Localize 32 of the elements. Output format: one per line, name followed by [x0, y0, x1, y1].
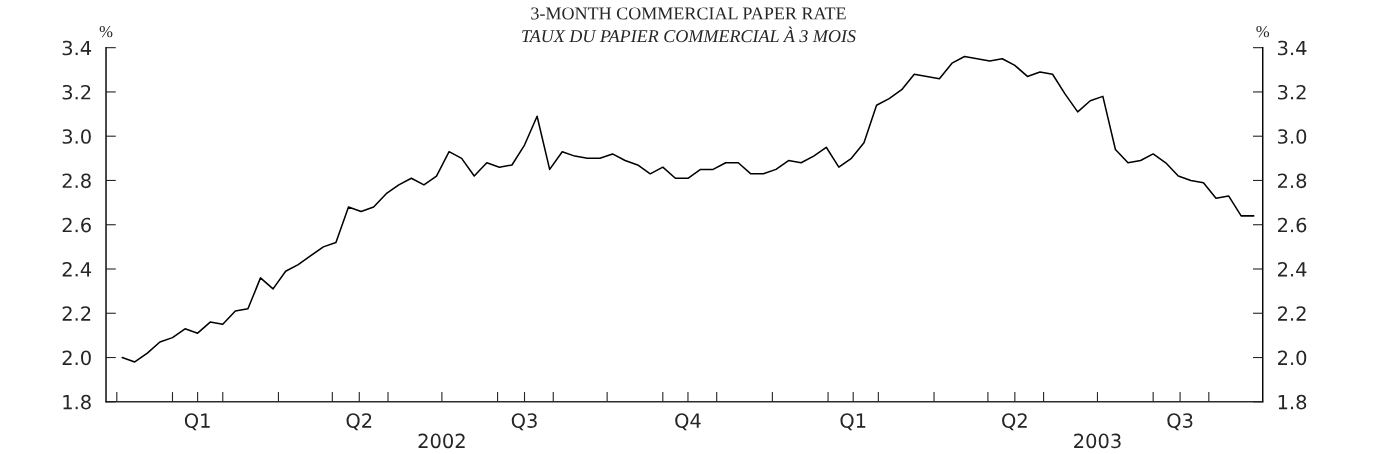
- x2-tick-label: 2003: [1074, 433, 1121, 449]
- chart-subtitle: TAUX DU PAPIER COMMERCIAL À 3 MOIS: [522, 26, 856, 43]
- y-tick-label: 2.0: [62, 350, 91, 366]
- y-tick-label: 2.8: [62, 173, 91, 189]
- x-tick-label: Q2: [1002, 413, 1027, 431]
- y-tick-label: 3.2: [62, 84, 91, 100]
- x-tick-label: Q4: [675, 413, 701, 431]
- y-tick-label: 2.4: [62, 261, 92, 277]
- x-tick-label: Q3: [1167, 413, 1193, 431]
- x-tick-label: Q2: [346, 413, 372, 431]
- y2-tick-label: 1.8: [1278, 394, 1307, 410]
- x-tick-label: Q1: [840, 413, 866, 431]
- y-tick-label: 3.4: [62, 40, 92, 56]
- y2-tick-label: 2.6: [1278, 217, 1307, 233]
- y2-tick-label: 3.2: [1278, 84, 1306, 100]
- x-tick-label: Q3: [511, 413, 537, 431]
- y-axis-title: %: [99, 25, 113, 38]
- y-tick-label: 2.6: [62, 217, 91, 233]
- y2-axis-title: %: [1256, 25, 1270, 38]
- y2-tick-label: 2.4: [1278, 261, 1307, 277]
- y2-tick-label: 2.8: [1278, 173, 1307, 189]
- y-tick-label: 2.2: [62, 306, 91, 321]
- y2-tick-label: 2.2: [1278, 306, 1306, 321]
- x-tick-label: Q1: [184, 413, 210, 431]
- chart-title: 3-MONTH COMMERCIAL PAPER RATE: [531, 7, 846, 20]
- y-tick-label: 1.8: [63, 394, 91, 410]
- y2-tick-label: 3.0: [1278, 129, 1307, 144]
- line-series: [121, 55, 1255, 363]
- y2-tick-label: 2.0: [1278, 350, 1307, 366]
- y2-tick-label: 3.4: [1278, 40, 1307, 56]
- x2-tick-label: 2002: [418, 433, 465, 449]
- y-tick-label: 3.0: [62, 129, 91, 144]
